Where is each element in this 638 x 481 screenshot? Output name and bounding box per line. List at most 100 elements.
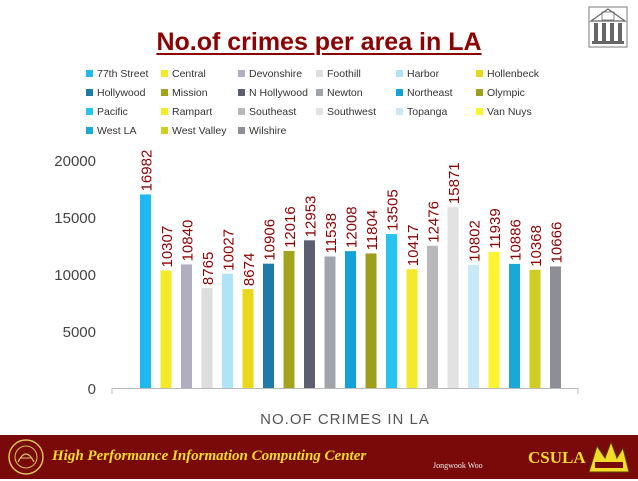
- legend-swatch: [86, 127, 93, 134]
- bar: [406, 269, 418, 388]
- author-name: Jongwook Woo: [433, 461, 483, 470]
- legend-item: Mission: [161, 87, 208, 99]
- chart-title: No.of crimes per area in LA: [156, 28, 482, 56]
- legend-swatch: [396, 89, 403, 96]
- data-label: 10840: [180, 220, 197, 262]
- mascot-logo: [585, 438, 633, 481]
- data-label: 12016: [282, 206, 299, 248]
- legend-item: Rampart: [161, 106, 212, 118]
- legend-label: Foothill: [327, 68, 361, 80]
- legend-swatch: [316, 89, 323, 96]
- legend-swatch: [161, 70, 168, 77]
- legend-item: Olympic: [476, 87, 525, 99]
- data-label: 12953: [303, 196, 320, 238]
- legend-label: 77th Street: [97, 68, 149, 80]
- legend-item: Foothill: [316, 68, 361, 80]
- legend-label: Northeast: [407, 87, 453, 99]
- bar: [509, 263, 520, 388]
- bar: [550, 266, 561, 388]
- legend-swatch: [86, 70, 93, 77]
- legend-item: Topanga: [396, 106, 447, 118]
- data-label: 10802: [467, 220, 484, 262]
- data-label: 10417: [405, 225, 422, 267]
- legend-label: West LA: [97, 125, 137, 137]
- legend-swatch: [476, 108, 483, 115]
- legend-swatch: [476, 89, 483, 96]
- data-label: 10886: [508, 219, 525, 261]
- legend-item: Newton: [316, 87, 363, 99]
- legend-swatch: [86, 108, 93, 115]
- data-label: 8674: [241, 253, 258, 286]
- legend-label: Mission: [172, 87, 208, 99]
- legend-swatch: [86, 89, 93, 96]
- bar: [529, 269, 541, 388]
- legend-swatch: [238, 127, 245, 134]
- legend-item: Devonshire: [238, 68, 302, 80]
- legend-label: Southwest: [327, 106, 377, 118]
- data-label: 11939: [487, 208, 504, 249]
- legend-item: Southeast: [238, 106, 296, 118]
- legend-item: Harbor: [396, 68, 439, 80]
- data-label: 10307: [159, 226, 176, 268]
- bar: [488, 251, 500, 388]
- data-label: 10027: [221, 229, 238, 271]
- legend-label: Olympic: [487, 87, 525, 99]
- legend-label: West Valley: [172, 125, 227, 137]
- data-label: 10368: [528, 225, 545, 267]
- legend-swatch: [396, 108, 403, 115]
- legend-label: Topanga: [407, 106, 448, 118]
- bar: [324, 256, 336, 388]
- legend-swatch: [161, 89, 168, 96]
- legend-swatch: [396, 70, 403, 77]
- legend-label: Van Nuys: [487, 106, 532, 118]
- data-label: 11804: [364, 210, 381, 251]
- bar: [242, 289, 254, 388]
- legend-item: Southwest: [316, 106, 376, 118]
- bar: [181, 264, 192, 388]
- legend-swatch: [161, 127, 168, 134]
- legend-item: Pacific: [86, 106, 128, 118]
- data-label: 16982: [139, 150, 156, 192]
- bar: [386, 234, 397, 388]
- data-label: 10666: [549, 222, 566, 264]
- legend-label: Newton: [327, 87, 363, 99]
- bar: [140, 194, 151, 388]
- bar: [447, 207, 459, 388]
- legend-label: Central: [172, 68, 206, 80]
- legend-swatch: [161, 108, 168, 115]
- legend-item: West LA: [86, 125, 137, 137]
- legend-swatch: [316, 70, 323, 77]
- legend-item: Hollenbeck: [476, 68, 539, 80]
- bar: [222, 273, 233, 388]
- legend-swatch: [476, 70, 483, 77]
- legend-label: Hollenbeck: [487, 68, 539, 80]
- data-label: 8765: [200, 252, 217, 285]
- university-logo: [583, 3, 633, 51]
- legend-swatch: [238, 89, 245, 96]
- y-tick-label: 5000: [63, 324, 96, 341]
- y-tick-label: 20000: [54, 153, 96, 170]
- bar: [160, 270, 172, 388]
- legend-item: 77th Street: [86, 68, 148, 80]
- bar: [263, 263, 274, 388]
- legend-item: Northeast: [396, 87, 453, 99]
- legend-item: Hollywood: [86, 87, 145, 99]
- school-name: CSULA: [528, 448, 586, 467]
- legend-item: Wilshire: [238, 125, 286, 137]
- legend-label: Pacific: [97, 106, 128, 118]
- y-tick-label: 10000: [54, 267, 96, 284]
- bar: [345, 251, 356, 388]
- legend-item: N Hollywood: [238, 87, 308, 99]
- bar: [468, 264, 479, 388]
- y-tick-label: 15000: [54, 210, 96, 227]
- bar: [365, 253, 377, 388]
- footer-bar: High Performance Information Computing C…: [0, 435, 638, 479]
- data-label: 15871: [446, 162, 463, 204]
- bar: [283, 251, 295, 388]
- data-label: 11538: [323, 213, 340, 254]
- legend-label: Hollywood: [97, 87, 146, 99]
- legend-item: Van Nuys: [476, 106, 532, 118]
- legend-label: Rampart: [172, 106, 213, 118]
- bar: [304, 240, 315, 388]
